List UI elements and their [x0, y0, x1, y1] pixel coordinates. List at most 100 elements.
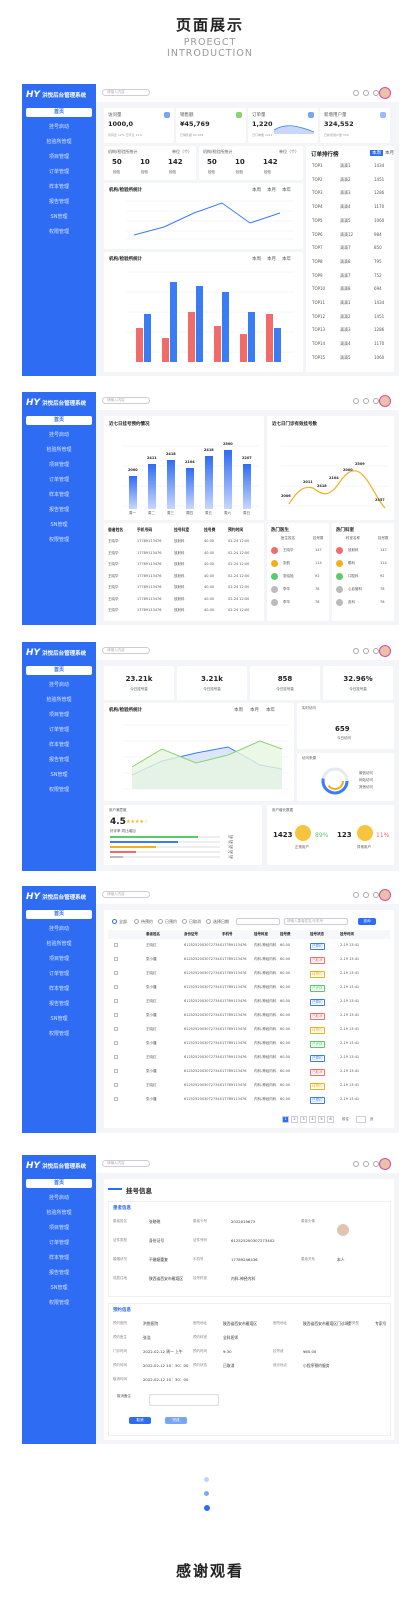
settings-icon[interactable]: [363, 892, 369, 898]
page-button[interactable]: 3: [300, 1116, 307, 1123]
bell-icon[interactable]: [353, 892, 359, 898]
sidebar-item[interactable]: 首页: [26, 666, 92, 675]
remark-input[interactable]: [149, 1394, 219, 1406]
user-avatar[interactable]: [379, 87, 391, 99]
sidebar-item[interactable]: 权限管理: [48, 1300, 69, 1306]
sidebar-item[interactable]: 报告管理: [48, 757, 69, 763]
settings-icon[interactable]: [363, 648, 369, 654]
list-search-input[interactable]: 请输入患者姓名/手机号: [284, 918, 348, 925]
row-checkbox[interactable]: [114, 1055, 118, 1059]
rank-tab-month[interactable]: 本月: [385, 151, 394, 156]
sidebar-item[interactable]: 项目管理: [48, 956, 69, 962]
sidebar-item[interactable]: 检验所管理: [46, 139, 72, 145]
row-checkbox[interactable]: [114, 1027, 118, 1031]
goto-input[interactable]: [356, 1116, 366, 1123]
sidebar-item[interactable]: 样本管理: [48, 184, 69, 190]
sidebar-item[interactable]: 首页: [26, 1179, 92, 1188]
sidebar-item[interactable]: 订单管理: [48, 727, 69, 733]
sidebar-item[interactable]: 挂号启动: [48, 124, 69, 130]
tab-week[interactable]: 本周: [252, 188, 261, 193]
sidebar-item[interactable]: 项目管理: [48, 712, 69, 718]
search-input[interactable]: 请输入内容: [102, 89, 150, 96]
sidebar-item[interactable]: 样本管理: [48, 742, 69, 748]
sidebar-item[interactable]: 检验所管理: [46, 697, 72, 703]
sidebar-item[interactable]: 报告管理: [48, 1001, 69, 1007]
date-picker[interactable]: [236, 918, 280, 925]
sidebar-item[interactable]: 检验所管理: [46, 447, 72, 453]
row-checkbox[interactable]: [114, 1069, 118, 1073]
bell-icon[interactable]: [353, 1161, 359, 1167]
user-avatar[interactable]: [379, 1158, 391, 1170]
search-input[interactable]: 请输入内容: [102, 1160, 150, 1167]
sidebar-item[interactable]: 订单管理: [48, 477, 69, 483]
user-avatar[interactable]: [379, 395, 391, 407]
sidebar-item[interactable]: 权限管理: [48, 229, 69, 235]
bell-icon[interactable]: [353, 90, 359, 96]
sidebar-item[interactable]: SN管理: [50, 522, 68, 528]
tab-year[interactable]: 本年: [282, 188, 291, 193]
filter-label[interactable]: 全部: [119, 919, 127, 924]
filter-label[interactable]: 已预约: [165, 919, 177, 924]
complete-button[interactable]: 完成: [165, 1417, 187, 1424]
tab-year[interactable]: 本年: [282, 257, 291, 262]
tab-year[interactable]: 本年: [266, 708, 275, 713]
sidebar-item[interactable]: 样本管理: [48, 1255, 69, 1261]
search-input[interactable]: 请输入内容: [102, 647, 150, 654]
sidebar-item[interactable]: 报告管理: [48, 199, 69, 205]
bell-icon[interactable]: [353, 648, 359, 654]
sidebar-item[interactable]: SN管理: [50, 1016, 68, 1022]
row-checkbox[interactable]: [114, 957, 118, 961]
row-checkbox[interactable]: [114, 1083, 118, 1087]
page-button[interactable]: 6: [327, 1116, 334, 1123]
search-input[interactable]: 请输入内容: [102, 397, 150, 404]
page-button[interactable]: 4: [309, 1116, 316, 1123]
settings-icon[interactable]: [363, 1161, 369, 1167]
sidebar-item[interactable]: SN管理: [50, 1285, 68, 1291]
sidebar-item[interactable]: 检验所管理: [46, 941, 72, 947]
row-checkbox[interactable]: [114, 971, 118, 975]
refresh-icon[interactable]: [373, 892, 379, 898]
refresh-icon[interactable]: [373, 90, 379, 96]
sidebar-item[interactable]: 订单管理: [48, 169, 69, 175]
sidebar-item[interactable]: 样本管理: [48, 492, 69, 498]
sidebar-item[interactable]: 权限管理: [48, 537, 69, 543]
page-button[interactable]: 5: [318, 1116, 325, 1123]
row-checkbox[interactable]: [114, 1013, 118, 1017]
page-dot-3[interactable]: [204, 1505, 210, 1511]
sidebar-item[interactable]: 挂号启动: [48, 1195, 69, 1201]
sidebar-item[interactable]: 检验所管理: [46, 1210, 72, 1216]
row-checkbox[interactable]: [114, 985, 118, 989]
sidebar-item[interactable]: 项目管理: [48, 462, 69, 468]
sidebar-item[interactable]: 报告管理: [48, 1270, 69, 1276]
filter-radio[interactable]: [206, 919, 211, 924]
sidebar-item[interactable]: 首页: [26, 416, 92, 425]
refresh-icon[interactable]: [373, 398, 379, 404]
filter-label[interactable]: 待预约: [141, 919, 153, 924]
sidebar-item[interactable]: 样本管理: [48, 986, 69, 992]
sidebar-item[interactable]: 首页: [26, 108, 92, 117]
settings-icon[interactable]: [363, 398, 369, 404]
sidebar-item[interactable]: 权限管理: [48, 787, 69, 793]
user-avatar[interactable]: [379, 645, 391, 657]
sidebar-item[interactable]: 权限管理: [48, 1031, 69, 1037]
filter-radio[interactable]: [158, 919, 163, 924]
filter-label[interactable]: 已取消: [189, 919, 201, 924]
sidebar-item[interactable]: 项目管理: [48, 1225, 69, 1231]
filter-radio[interactable]: [182, 919, 187, 924]
filter-label[interactable]: 选择日期: [213, 919, 229, 924]
row-checkbox[interactable]: [114, 1097, 118, 1101]
page-dot-2[interactable]: [204, 1491, 209, 1496]
sidebar-item[interactable]: 首页: [26, 910, 92, 919]
filter-radio[interactable]: [134, 919, 139, 924]
refresh-icon[interactable]: [373, 1161, 379, 1167]
sidebar-item[interactable]: SN管理: [50, 772, 68, 778]
sidebar-item[interactable]: 挂号启动: [48, 432, 69, 438]
filter-radio[interactable]: [112, 919, 117, 924]
sidebar-item[interactable]: 项目管理: [48, 154, 69, 160]
page-button[interactable]: 1: [282, 1116, 289, 1123]
sidebar-item[interactable]: 报告管理: [48, 507, 69, 513]
tab-month[interactable]: 本月: [250, 708, 259, 713]
query-button[interactable]: 查询: [358, 918, 376, 925]
settings-icon[interactable]: [363, 90, 369, 96]
row-checkbox[interactable]: [114, 999, 118, 1003]
